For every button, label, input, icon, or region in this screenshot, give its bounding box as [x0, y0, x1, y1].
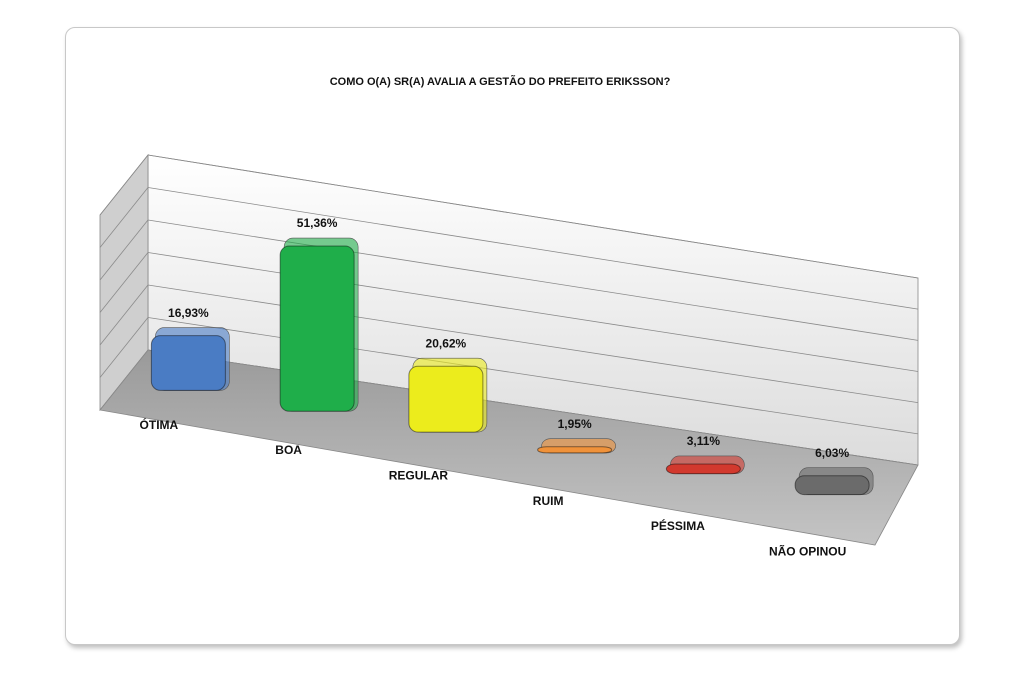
x-tick-label: REGULAR	[389, 469, 449, 483]
bar	[665, 463, 741, 475]
grid-line	[147, 154, 919, 279]
value-label: 3,11%	[687, 434, 721, 448]
grid-line	[147, 187, 919, 310]
bar	[408, 365, 484, 433]
value-label: 1,95%	[558, 417, 592, 431]
grid-line	[147, 284, 919, 404]
grid-line	[99, 284, 149, 346]
x-tick-label: PÉSSIMA	[651, 518, 705, 533]
value-label: 51,36%	[297, 216, 338, 230]
grid-line	[99, 252, 149, 313]
grid-line	[99, 219, 149, 281]
grid-line	[147, 252, 919, 372]
bar	[150, 335, 226, 391]
grid-line	[99, 154, 149, 216]
grid-line	[99, 349, 149, 411]
bar	[537, 446, 613, 454]
grid-line	[147, 219, 919, 341]
grid-line	[147, 317, 919, 435]
x-tick-label: BOA	[275, 443, 302, 457]
grid-line	[147, 349, 919, 466]
grid-line	[99, 187, 149, 248]
value-label: 6,03%	[815, 446, 849, 460]
grid-line	[99, 317, 149, 378]
x-tick-label: NÃO OPINOU	[769, 544, 846, 559]
value-label: 20,62%	[426, 336, 467, 350]
bar	[794, 475, 870, 496]
bar	[279, 245, 355, 412]
value-label: 16,93%	[168, 306, 209, 320]
x-tick-label: ÓTIMA	[140, 417, 179, 432]
x-tick-label: RUIM	[533, 494, 564, 508]
chart-title: COMO O(A) SR(A) AVALIA A GESTÃO DO PREFE…	[330, 75, 671, 88]
